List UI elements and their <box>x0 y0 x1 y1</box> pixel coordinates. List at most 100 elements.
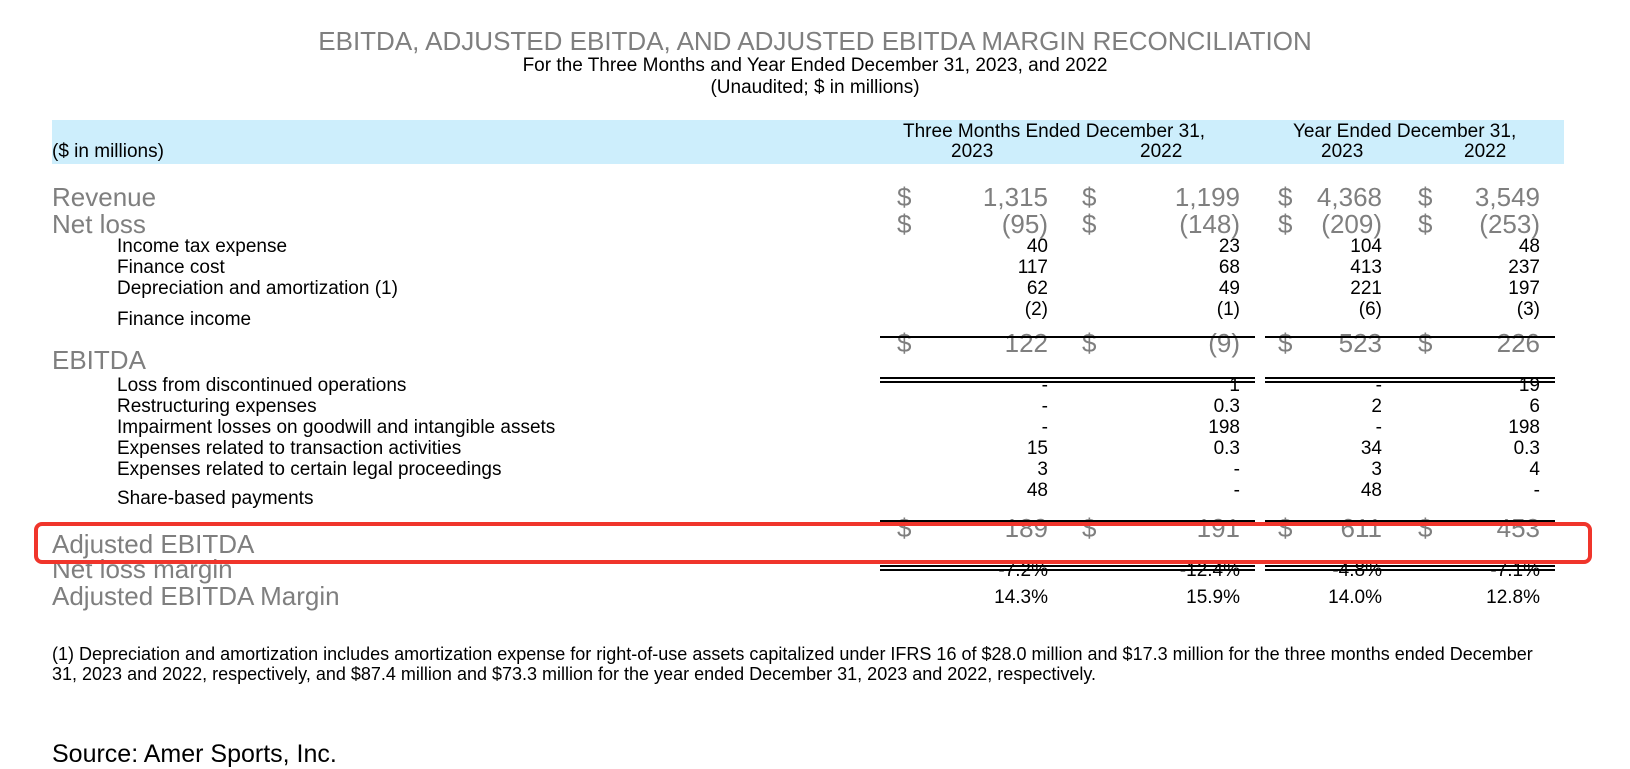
cell-ebitda-3: 226 <box>1496 328 1540 358</box>
cell-depreciation-2: 221 <box>1350 278 1382 299</box>
cell-depreciation-1: 49 <box>1218 278 1240 299</box>
cell-share-based-0: 48 <box>1026 480 1048 501</box>
cell-ebitda-1: (9) <box>1208 328 1240 358</box>
cell-income-tax-2: 104 <box>1350 236 1382 257</box>
currency-symbol-ebitda-3: $ <box>1418 328 1433 358</box>
rule-above-adjusted-ebitda-0-0 <box>880 520 1255 522</box>
cell-impairment-3: 198 <box>1508 417 1540 438</box>
cell-adjusted-margin-3: 12.8% <box>1486 587 1540 608</box>
cell-net-loss-margin-0: -7.2% <box>998 560 1048 581</box>
currency-symbol-net-loss-0: $ <box>897 209 912 239</box>
currency-symbol-ebitda-0: $ <box>897 328 912 358</box>
cell-finance-income-3: (3) <box>1516 299 1540 320</box>
row-label-share-based: Share-based payments <box>117 488 314 509</box>
cell-adjusted-ebitda-0: 189 <box>1004 513 1048 543</box>
rule-below-ebitda-1-1 <box>1265 381 1555 383</box>
cell-revenue-3: 3,549 <box>1474 182 1540 212</box>
header-year: Year Ended December 31, <box>1293 121 1517 142</box>
cell-net-loss-margin-1: -12.4% <box>1179 560 1240 581</box>
cell-discontinued-3: 19 <box>1518 375 1540 396</box>
table-header-band <box>52 120 1564 164</box>
cell-finance-cost-2: 413 <box>1350 257 1382 278</box>
cell-income-tax-0: 40 <box>1026 236 1048 257</box>
cell-finance-cost-1: 68 <box>1218 257 1240 278</box>
cell-share-based-3: - <box>1533 480 1540 501</box>
currency-symbol-net-loss-2: $ <box>1278 209 1293 239</box>
header-year-y-2023: 2023 <box>1321 141 1364 162</box>
currency-symbol-adjusted-ebitda-0: $ <box>897 513 912 543</box>
rule-below-adjusted-ebitda-1-0 <box>1265 565 1555 567</box>
units-label: ($ in millions) <box>52 141 164 162</box>
cell-legal-3: 4 <box>1529 459 1540 480</box>
cell-discontinued-2: - <box>1375 375 1382 396</box>
currency-symbol-net-loss-1: $ <box>1082 209 1097 239</box>
cell-legal-0: 3 <box>1037 459 1048 480</box>
cell-depreciation-0: 62 <box>1026 278 1048 299</box>
row-label-transaction: Expenses related to transaction activiti… <box>117 438 462 459</box>
source-line: Source: Amer Sports, Inc. <box>52 740 337 768</box>
row-label-finance-income: Finance income <box>117 309 252 330</box>
rule-below-adjusted-ebitda-0-0 <box>880 565 1255 567</box>
cell-impairment-2: - <box>1375 417 1382 438</box>
rule-below-ebitda-0-0 <box>880 377 1255 379</box>
header-three-months: Three Months Ended December 31, <box>903 121 1206 142</box>
report-unaudited-note: (Unaudited; $ in millions) <box>710 77 920 98</box>
cell-finance-cost-0: 117 <box>1017 257 1048 278</box>
row-label-adjusted-margin: Adjusted EBITDA Margin <box>52 581 340 611</box>
cell-net-loss-1: (148) <box>1179 209 1240 239</box>
cell-ebitda-2: 523 <box>1338 328 1382 358</box>
rule-below-adjusted-ebitda-0-1 <box>880 569 1255 571</box>
currency-symbol-adjusted-ebitda-1: $ <box>1082 513 1097 543</box>
row-label-net-loss-margin: Net loss margin <box>52 554 233 584</box>
currency-symbol-ebitda-1: $ <box>1082 328 1097 358</box>
cell-adjusted-margin-1: 15.9% <box>1186 587 1240 608</box>
cell-finance-income-0: (2) <box>1024 299 1048 320</box>
cell-revenue-1: 1,199 <box>1174 182 1240 212</box>
cell-income-tax-1: 23 <box>1218 236 1240 257</box>
currency-symbol-revenue-1: $ <box>1082 182 1097 212</box>
cell-net-loss-3: (253) <box>1479 209 1540 239</box>
row-label-depreciation: Depreciation and amortization (1) <box>117 278 398 299</box>
row-label-restructuring: Restructuring expenses <box>117 396 317 417</box>
cell-finance-income-1: (1) <box>1216 299 1240 320</box>
rule-below-adjusted-ebitda-1-1 <box>1265 569 1555 571</box>
cell-share-based-2: 48 <box>1360 480 1382 501</box>
currency-symbol-adjusted-ebitda-3: $ <box>1418 513 1433 543</box>
cell-transaction-1: 0.3 <box>1213 438 1240 459</box>
cell-finance-income-2: (6) <box>1358 299 1382 320</box>
rule-above-ebitda-1-0 <box>1265 336 1555 338</box>
row-label-ebitda: EBITDA <box>52 345 146 375</box>
rule-below-ebitda-0-1 <box>880 381 1255 383</box>
cell-discontinued-0: - <box>1041 375 1048 396</box>
cell-restructuring-2: 2 <box>1371 396 1382 417</box>
currency-symbol-revenue-0: $ <box>897 182 912 212</box>
report-title: EBITDA, ADJUSTED EBITDA, AND ADJUSTED EB… <box>318 26 1312 56</box>
currency-symbol-net-loss-3: $ <box>1418 209 1433 239</box>
cell-transaction-3: 0.3 <box>1513 438 1540 459</box>
cell-adjusted-ebitda-1: 191 <box>1196 513 1240 543</box>
row-label-legal: Expenses related to certain legal procee… <box>117 459 502 480</box>
row-label-income-tax: Income tax expense <box>117 236 288 257</box>
cell-net-loss-0: (95) <box>1001 209 1048 239</box>
row-label-discontinued: Loss from discontinued operations <box>117 375 407 396</box>
header-year-3m-2023: 2023 <box>951 141 994 162</box>
cell-impairment-1: 198 <box>1208 417 1240 438</box>
cell-net-loss-margin-3: -7.1% <box>1490 560 1540 581</box>
currency-symbol-ebitda-2: $ <box>1278 328 1293 358</box>
cell-restructuring-0: - <box>1041 396 1048 417</box>
rule-above-ebitda-0-0 <box>880 336 1255 338</box>
cell-share-based-1: - <box>1233 480 1240 501</box>
row-label-adjusted-ebitda: Adjusted EBITDA <box>52 529 255 559</box>
report-subtitle: For the Three Months and Year Ended Dece… <box>522 55 1108 76</box>
cell-income-tax-3: 48 <box>1518 236 1540 257</box>
cell-adjusted-margin-0: 14.3% <box>994 587 1048 608</box>
cell-legal-1: - <box>1233 459 1240 480</box>
cell-ebitda-0: 122 <box>1004 328 1048 358</box>
currency-symbol-revenue-3: $ <box>1418 182 1433 212</box>
cell-net-loss-margin-2: -4.8% <box>1332 560 1382 581</box>
currency-symbol-adjusted-ebitda-2: $ <box>1278 513 1293 543</box>
rule-above-adjusted-ebitda-1-0 <box>1265 520 1555 522</box>
header-year-3m-2022: 2022 <box>1140 141 1183 162</box>
row-label-impairment: Impairment losses on goodwill and intang… <box>117 417 556 438</box>
cell-revenue-2: 4,368 <box>1316 182 1382 212</box>
